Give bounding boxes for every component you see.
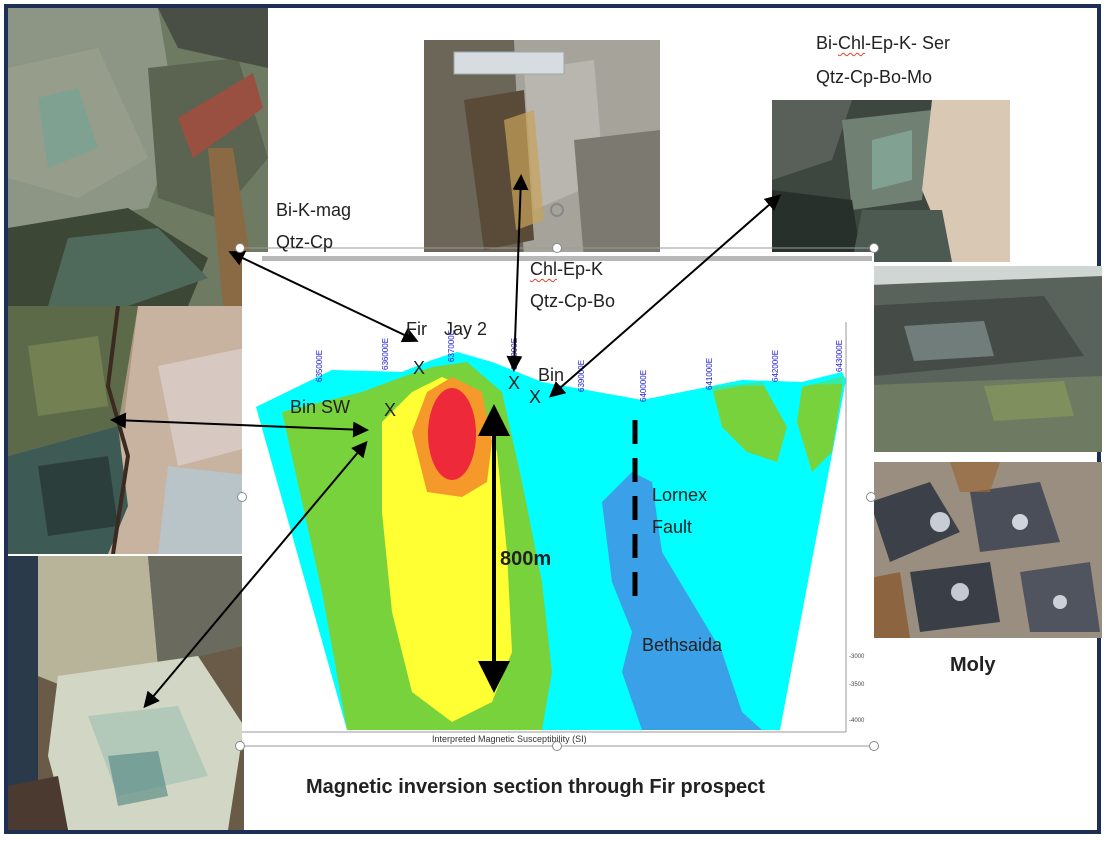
label-bi-chl-rest: -Ep-K- Ser (865, 33, 951, 53)
label-chl-ep-k-line2: Qtz-Cp-Bo (530, 291, 616, 311)
marker-bin-sw: X (384, 400, 397, 420)
label-bin: Bin (538, 365, 565, 385)
label-chl-prefix: Chl (530, 259, 558, 279)
label-bi-chl-line1: Bi-Chl-Ep-K- Ser (816, 30, 950, 56)
easting-tick-label: 637000E (447, 330, 456, 362)
section-moderate-far (797, 376, 844, 472)
arrow-jay2 (506, 174, 529, 372)
handle-tl[interactable] (235, 243, 245, 253)
handle-ml[interactable] (237, 492, 247, 502)
label-fir: Fir (406, 319, 427, 339)
section-axis-label: Interpreted Magnetic Susceptibility (SI) (432, 734, 587, 744)
label-800m: 800m (500, 548, 552, 570)
label-bi-prefix: Bi- (816, 33, 838, 53)
figure-caption: Magnetic inversion section through Fir p… (306, 776, 765, 798)
handle-bm[interactable] (552, 741, 562, 751)
selection-frame (240, 247, 874, 747)
photo-closeup-mineralization (844, 266, 1102, 452)
label-lornex-line1: Lornex (652, 485, 708, 505)
easting-tick-label: 636000E (381, 338, 390, 370)
marker-fir: X (413, 358, 426, 378)
depth-tick-label: -4000 (849, 718, 865, 724)
depth-ticks: -3000 -3500 -4000 (849, 654, 865, 724)
label-bin-sw: Bin SW (290, 397, 351, 417)
label-bi-k-mag: Bi-K-mag Qtz-Cp (276, 197, 351, 255)
label-chl-ep-k: Chl-Ep-K Qtz-Cp-Bo (530, 256, 615, 314)
label-chl-ep-k-line1: Chl-Ep-K (530, 256, 615, 282)
arrow-bottom-left (143, 440, 368, 709)
handle-bl[interactable] (235, 741, 245, 751)
handle-tm[interactable] (552, 243, 562, 253)
label-bethsaida: Bethsaida (642, 635, 723, 655)
label-lornex-fault: Lornex Fault (652, 482, 707, 540)
marker-bin: X (529, 387, 542, 407)
easting-tick-label: 643000E (835, 340, 844, 372)
label-bi-k-mag-line1: Bi-K-mag (276, 200, 352, 220)
label-bi-chl-mid: Chl (838, 33, 866, 53)
section-moderate-east (712, 382, 787, 462)
label-chl-rest: -Ep-K (557, 259, 604, 279)
depth-tick-label: -3000 (849, 654, 865, 660)
arrow-bin-sw (110, 412, 369, 438)
marker-jay2: X (508, 373, 521, 393)
label-moly: Moly (950, 654, 996, 676)
photo-rubble (772, 100, 1010, 262)
depth-tick-label: -3500 (849, 682, 865, 688)
label-lornex-line2: Fault (652, 517, 693, 537)
handle-tr[interactable] (869, 243, 879, 253)
label-bi-chl-line2: Qtz-Cp-Bo-Mo (816, 67, 933, 87)
label-bi-chl-ep: Bi-Chl-Ep-K- Ser Qtz-Cp-Bo-Mo (816, 30, 950, 90)
easting-tick-label: 635000E (315, 350, 324, 382)
photo-molybdenite (850, 462, 1102, 638)
label-jay2: Jay 2 (444, 319, 488, 339)
handle-mr[interactable] (866, 492, 876, 502)
arrow-bin (548, 194, 782, 398)
section-low-zone (602, 472, 762, 730)
section-very-high-zone (428, 388, 476, 480)
arrow-fir (228, 250, 419, 343)
handle-br[interactable] (869, 741, 879, 751)
label-bi-k-mag-line2: Qtz-Cp (276, 232, 334, 252)
photo-rock-hammer (8, 8, 268, 306)
handle-rotate[interactable] (550, 203, 564, 217)
